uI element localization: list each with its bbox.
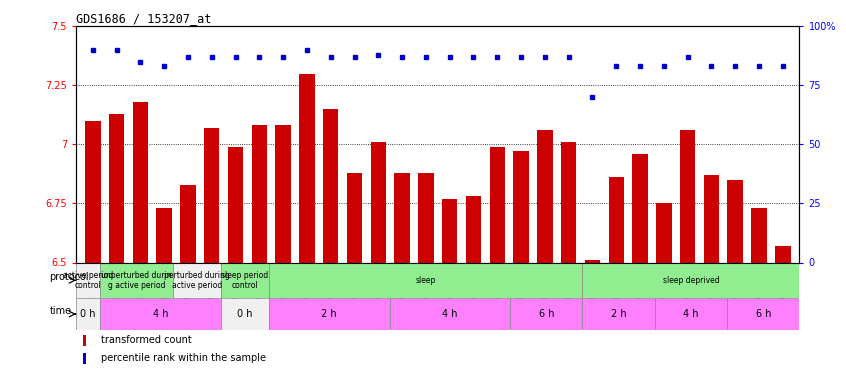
Bar [269, 262, 582, 298]
Text: 2 h: 2 h [611, 309, 626, 319]
Text: active period
control: active period control [63, 271, 113, 290]
Bar [728, 180, 743, 262]
Bar [608, 177, 624, 262]
Bar [466, 196, 481, 262]
Bar [76, 262, 100, 298]
Bar [84, 334, 85, 346]
Bar [371, 142, 386, 262]
Text: 4 h: 4 h [684, 309, 699, 319]
Bar [655, 298, 727, 330]
Text: 6 h: 6 h [539, 309, 554, 319]
Bar [84, 352, 85, 364]
Text: 6 h: 6 h [755, 309, 771, 319]
Bar [680, 130, 695, 262]
Text: sleep period
control: sleep period control [222, 271, 268, 290]
Bar [537, 130, 552, 262]
Text: 4 h: 4 h [442, 309, 458, 319]
Bar [514, 152, 529, 262]
Text: transformed count: transformed count [102, 335, 192, 345]
Bar [490, 147, 505, 262]
Bar [221, 262, 269, 298]
Text: sleep deprived: sleep deprived [662, 276, 719, 285]
Bar [751, 208, 766, 262]
Bar [228, 147, 244, 262]
Text: 2 h: 2 h [321, 309, 337, 319]
Text: time: time [50, 306, 72, 316]
Text: unperturbed durin
g active period: unperturbed durin g active period [102, 271, 172, 290]
Bar [510, 298, 582, 330]
Bar [727, 298, 799, 330]
Bar [100, 298, 221, 330]
Bar [394, 173, 409, 262]
Bar [173, 262, 221, 298]
Bar [299, 74, 315, 262]
Bar [775, 246, 790, 262]
Bar [323, 109, 338, 262]
Bar [656, 203, 672, 262]
Bar [276, 126, 291, 262]
Bar [585, 260, 600, 262]
Bar [704, 175, 719, 262]
Bar [269, 298, 389, 330]
Bar [251, 126, 267, 262]
Bar [389, 298, 510, 330]
Bar [582, 298, 655, 330]
Bar [109, 114, 124, 262]
Text: GDS1686 / 153207_at: GDS1686 / 153207_at [76, 12, 212, 25]
Bar [632, 154, 648, 262]
Text: sleep: sleep [415, 276, 436, 285]
Bar [221, 298, 269, 330]
Text: percentile rank within the sample: percentile rank within the sample [102, 353, 266, 363]
Bar [442, 199, 458, 262]
Text: 0 h: 0 h [80, 309, 96, 319]
Bar [347, 173, 362, 262]
Bar [582, 262, 799, 298]
Bar [133, 102, 148, 262]
Text: protocol: protocol [50, 272, 89, 282]
Bar [204, 128, 219, 262]
Bar [180, 184, 195, 262]
Bar [561, 142, 576, 262]
Bar [85, 121, 101, 262]
Bar [157, 208, 172, 262]
Text: 4 h: 4 h [153, 309, 168, 319]
Bar [100, 262, 173, 298]
Text: perturbed during
active period: perturbed during active period [164, 271, 229, 290]
Bar [76, 298, 100, 330]
Bar [418, 173, 434, 262]
Text: 0 h: 0 h [237, 309, 253, 319]
